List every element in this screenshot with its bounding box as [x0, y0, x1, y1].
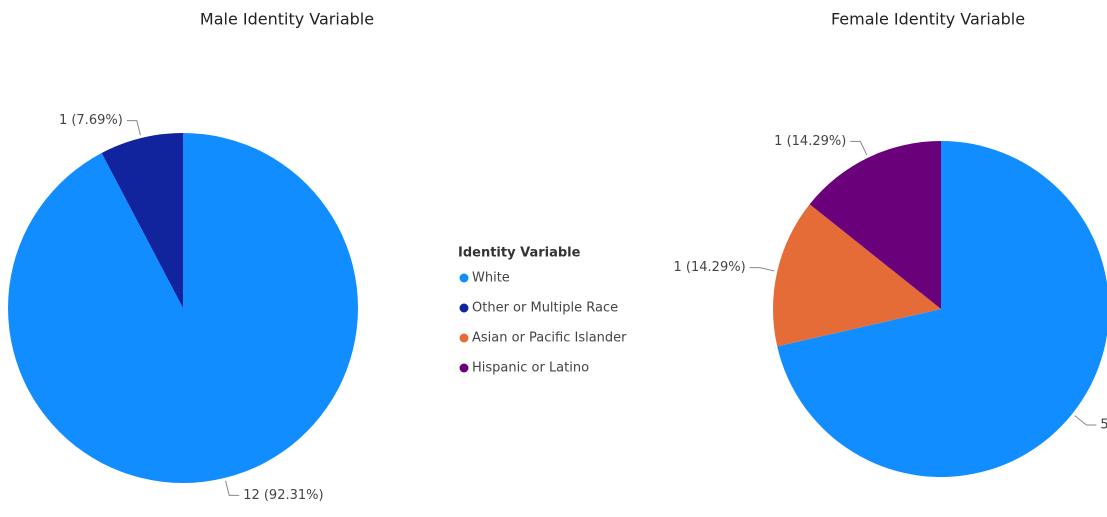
legend-marker	[459, 273, 469, 283]
leader-line	[749, 267, 775, 272]
leader-line	[126, 120, 141, 136]
legend-marker	[459, 303, 469, 313]
data-label: 5 (71.43%)	[1100, 417, 1107, 432]
pie-slice	[809, 141, 941, 309]
leader-line	[1074, 415, 1097, 426]
pie-slice	[773, 204, 941, 347]
leader-line	[225, 480, 240, 496]
leader-line	[850, 140, 868, 156]
legend-marker	[459, 363, 469, 373]
data-label: 1 (14.29%)	[674, 260, 746, 275]
legend-marker	[459, 333, 469, 343]
legend-label: Asian or Pacific Islander	[472, 331, 627, 346]
legend-title: Identity Variable	[458, 246, 581, 261]
data-label: 1 (14.29%)	[774, 134, 846, 149]
chart-title: Female Identity Variable	[831, 10, 1025, 29]
pie-slice	[101, 133, 183, 308]
data-label: 1 (7.69%)	[59, 113, 123, 128]
data-label: 12 (92.31%)	[243, 488, 323, 503]
legend-label: Hispanic or Latino	[472, 361, 589, 376]
legend-label: White	[472, 271, 510, 286]
chart-title: Male Identity Variable	[200, 10, 374, 29]
pie-slice	[777, 141, 1107, 477]
pie-slice	[7, 133, 358, 483]
legend-label: Other or Multiple Race	[472, 301, 618, 316]
